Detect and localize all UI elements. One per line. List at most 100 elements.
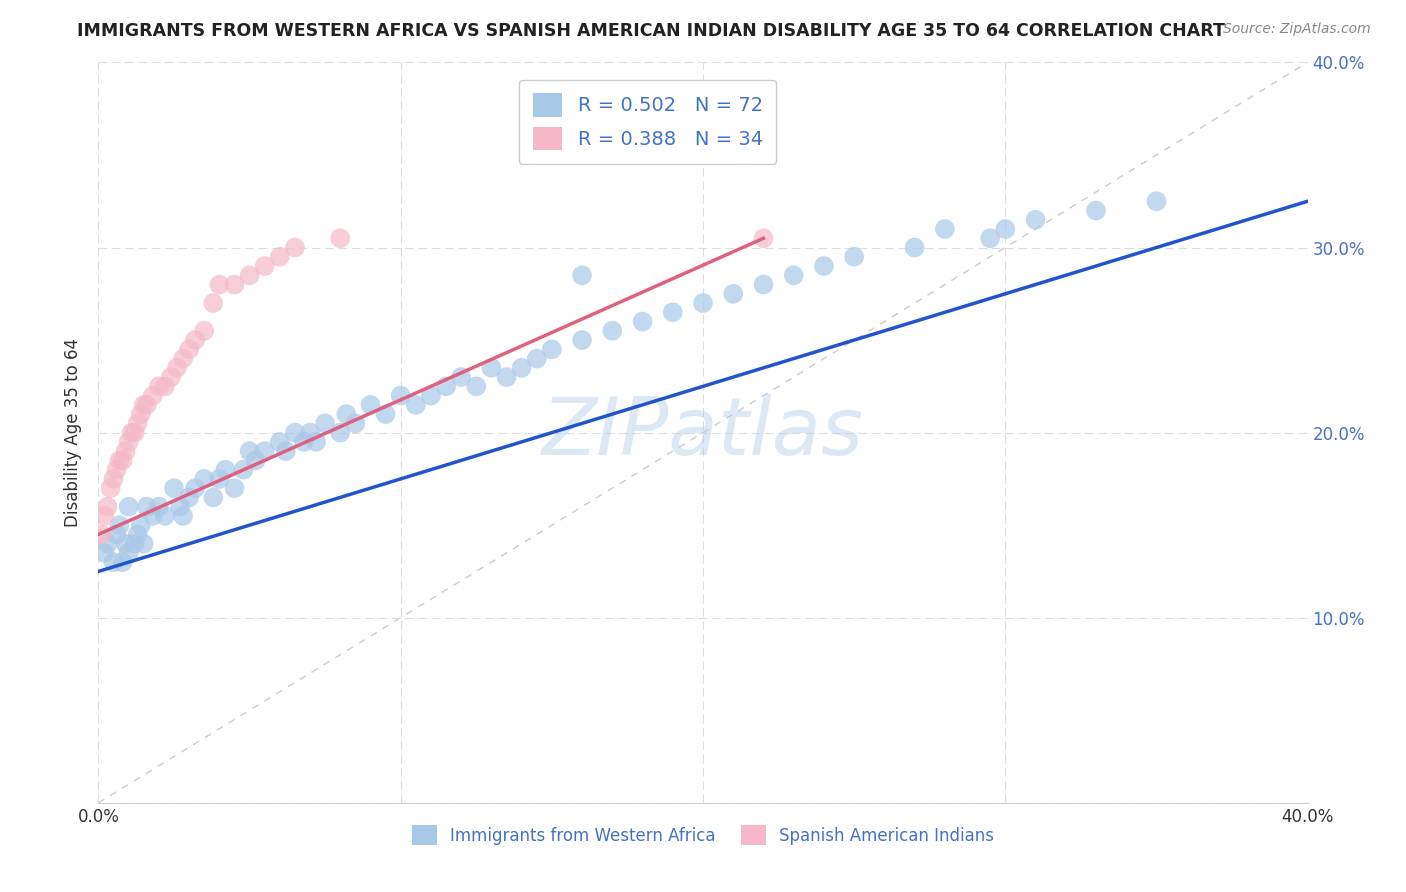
Point (184, 333, 207, 347)
Point (284, 240, 307, 255)
Legend: Immigrants from Western Africa, Spanish American Indians: Immigrants from Western Africa, Spanish … (404, 817, 1002, 854)
Point (239, 268, 262, 283)
Y-axis label: Disability Age 35 to 64: Disability Age 35 to 64 (65, 338, 83, 527)
Point (245, 453, 267, 467)
Point (172, 508, 194, 523)
Point (100, 481, 122, 495)
Point (153, 379, 176, 393)
Point (813, 259, 835, 273)
Point (661, 305, 683, 319)
Point (752, 277, 775, 292)
Point (405, 398, 427, 412)
Point (179, 491, 201, 505)
Point (389, 388, 412, 402)
Point (93, 546, 115, 560)
Point (114, 536, 136, 550)
Point (526, 351, 548, 366)
Point (631, 314, 654, 328)
Point (214, 462, 236, 476)
Point (314, 417, 336, 431)
Point (420, 388, 443, 402)
Point (495, 370, 517, 384)
Text: ZIPatlas: ZIPatlas (541, 393, 865, 472)
Point (450, 370, 472, 384)
Point (184, 481, 207, 495)
Point (160, 370, 183, 384)
Point (934, 222, 956, 236)
Point (96, 500, 118, 514)
Point (103, 472, 125, 486)
Point (96, 536, 118, 550)
Point (93, 508, 115, 523)
Point (284, 425, 307, 440)
Text: Source: ZipAtlas.com: Source: ZipAtlas.com (1223, 22, 1371, 37)
Point (108, 518, 131, 533)
Point (90, 527, 112, 541)
Point (510, 360, 533, 375)
Point (1144, 194, 1167, 209)
Point (129, 407, 152, 421)
Point (844, 250, 866, 264)
Point (783, 268, 806, 283)
Point (239, 444, 262, 458)
Point (202, 491, 225, 505)
Point (274, 444, 297, 458)
Point (118, 546, 141, 560)
Point (127, 527, 149, 541)
Point (121, 425, 143, 440)
Point (142, 388, 165, 402)
Point (344, 417, 367, 431)
Point (193, 324, 215, 338)
Point (540, 343, 562, 357)
Point (1085, 203, 1108, 218)
Point (305, 434, 328, 449)
Point (172, 351, 194, 366)
Point (1024, 212, 1046, 227)
Point (299, 425, 322, 440)
Point (465, 379, 488, 393)
Point (269, 434, 291, 449)
Point (103, 555, 125, 569)
Point (148, 379, 170, 393)
Point (434, 379, 457, 393)
Point (752, 231, 775, 245)
Point (111, 453, 134, 467)
Point (292, 434, 315, 449)
Point (129, 518, 152, 533)
Text: IMMIGRANTS FROM WESTERN AFRICA VS SPANISH AMERICAN INDIAN DISABILITY AGE 35 TO 6: IMMIGRANTS FROM WESTERN AFRICA VS SPANIS… (77, 22, 1225, 40)
Point (979, 231, 1001, 245)
Point (132, 398, 155, 412)
Point (224, 277, 246, 292)
Point (571, 333, 593, 347)
Point (135, 398, 157, 412)
Point (153, 508, 176, 523)
Point (602, 324, 624, 338)
Point (253, 259, 276, 273)
Point (148, 500, 170, 514)
Point (904, 240, 927, 255)
Point (481, 360, 503, 375)
Point (108, 453, 131, 467)
Point (224, 481, 246, 495)
Point (232, 462, 254, 476)
Point (329, 231, 352, 245)
Point (135, 500, 157, 514)
Point (163, 481, 186, 495)
Point (571, 268, 593, 283)
Point (179, 343, 201, 357)
Point (269, 250, 291, 264)
Point (142, 508, 165, 523)
Point (114, 444, 136, 458)
Point (360, 398, 382, 412)
Point (208, 277, 231, 292)
Point (208, 472, 231, 486)
Point (374, 407, 396, 421)
Point (335, 407, 357, 421)
Point (124, 536, 146, 550)
Point (111, 555, 134, 569)
Point (118, 500, 141, 514)
Point (193, 472, 215, 486)
Point (723, 286, 745, 301)
Point (127, 417, 149, 431)
Point (994, 222, 1017, 236)
